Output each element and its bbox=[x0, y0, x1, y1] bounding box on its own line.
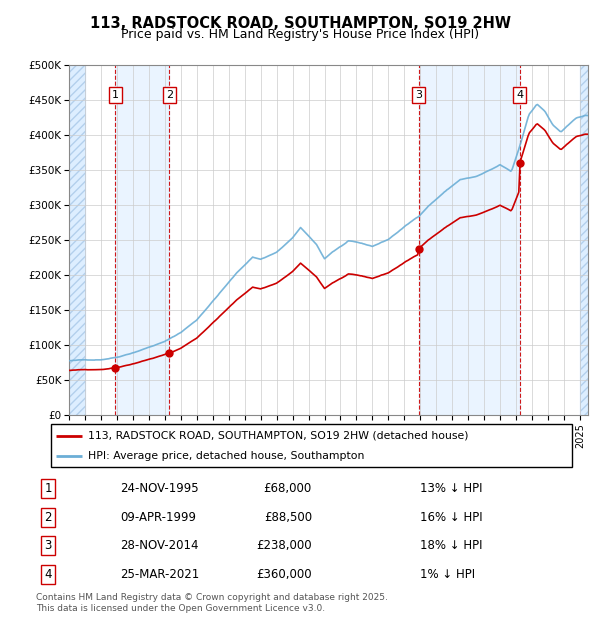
Bar bbox=[69, 65, 85, 415]
Text: 2: 2 bbox=[44, 511, 52, 523]
Text: Price paid vs. HM Land Registry's House Price Index (HPI): Price paid vs. HM Land Registry's House … bbox=[121, 28, 479, 41]
Bar bbox=[69, 65, 85, 415]
Bar bbox=[580, 65, 588, 415]
Text: £360,000: £360,000 bbox=[256, 568, 312, 580]
Text: 09-APR-1999: 09-APR-1999 bbox=[120, 511, 196, 523]
Text: 4: 4 bbox=[516, 90, 523, 100]
Text: HPI: Average price, detached house, Southampton: HPI: Average price, detached house, Sout… bbox=[88, 451, 364, 461]
Text: £88,500: £88,500 bbox=[264, 511, 312, 523]
Text: 25-MAR-2021: 25-MAR-2021 bbox=[120, 568, 199, 580]
Text: 18% ↓ HPI: 18% ↓ HPI bbox=[420, 539, 482, 552]
Bar bbox=[580, 65, 588, 415]
Text: 1: 1 bbox=[44, 482, 52, 495]
Text: 1: 1 bbox=[112, 90, 119, 100]
Text: £68,000: £68,000 bbox=[264, 482, 312, 495]
Bar bbox=[419, 65, 520, 415]
Text: Contains HM Land Registry data © Crown copyright and database right 2025.
This d: Contains HM Land Registry data © Crown c… bbox=[36, 593, 388, 613]
Text: 1% ↓ HPI: 1% ↓ HPI bbox=[420, 568, 475, 580]
FancyBboxPatch shape bbox=[50, 424, 572, 467]
Text: 28-NOV-2014: 28-NOV-2014 bbox=[120, 539, 199, 552]
Text: 24-NOV-1995: 24-NOV-1995 bbox=[120, 482, 199, 495]
Text: 16% ↓ HPI: 16% ↓ HPI bbox=[420, 511, 482, 523]
Text: 3: 3 bbox=[415, 90, 422, 100]
Text: 113, RADSTOCK ROAD, SOUTHAMPTON, SO19 2HW: 113, RADSTOCK ROAD, SOUTHAMPTON, SO19 2H… bbox=[89, 16, 511, 30]
Text: 2: 2 bbox=[166, 90, 173, 100]
Text: 4: 4 bbox=[44, 568, 52, 580]
Text: 13% ↓ HPI: 13% ↓ HPI bbox=[420, 482, 482, 495]
Bar bbox=[115, 65, 169, 415]
Text: 113, RADSTOCK ROAD, SOUTHAMPTON, SO19 2HW (detached house): 113, RADSTOCK ROAD, SOUTHAMPTON, SO19 2H… bbox=[88, 430, 468, 441]
Text: 3: 3 bbox=[44, 539, 52, 552]
Text: £238,000: £238,000 bbox=[256, 539, 312, 552]
